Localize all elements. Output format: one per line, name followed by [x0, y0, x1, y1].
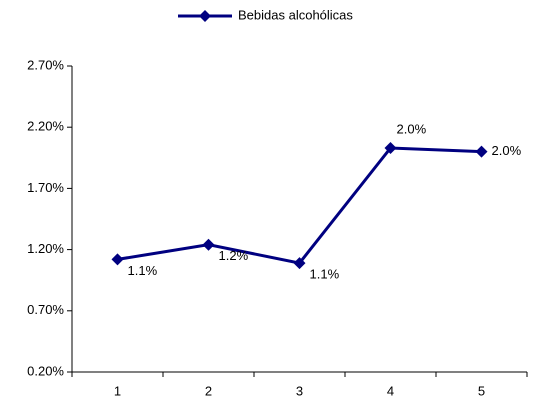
data-label: 1.2%: [219, 248, 249, 263]
x-tick-label: 5: [478, 383, 485, 398]
x-tick-label: 3: [296, 383, 303, 398]
marker: [384, 142, 397, 155]
series-line: [117, 146, 482, 265]
marker: [202, 238, 215, 251]
data-label: 1.1%: [310, 267, 340, 282]
legend-marker: [199, 10, 211, 22]
data-label: 2.0%: [492, 143, 522, 158]
data-label: 2.0%: [397, 121, 427, 136]
x-tick-label: 4: [387, 383, 394, 398]
y-tick-label: 1.20%: [27, 241, 64, 256]
marker: [111, 253, 124, 266]
y-tick-label: 0.70%: [27, 302, 64, 317]
legend-label: Bebidas alcohólicas: [238, 7, 353, 22]
x-tick-label: 2: [205, 383, 212, 398]
marker: [293, 257, 306, 270]
y-tick-label: 0.20%: [27, 363, 64, 378]
marker: [475, 145, 488, 158]
x-tick-label: 1: [114, 383, 121, 398]
y-tick-label: 2.20%: [27, 119, 64, 134]
y-tick-label: 1.70%: [27, 180, 64, 195]
y-tick-label: 2.70%: [27, 57, 64, 72]
data-label: 1.1%: [128, 263, 158, 278]
